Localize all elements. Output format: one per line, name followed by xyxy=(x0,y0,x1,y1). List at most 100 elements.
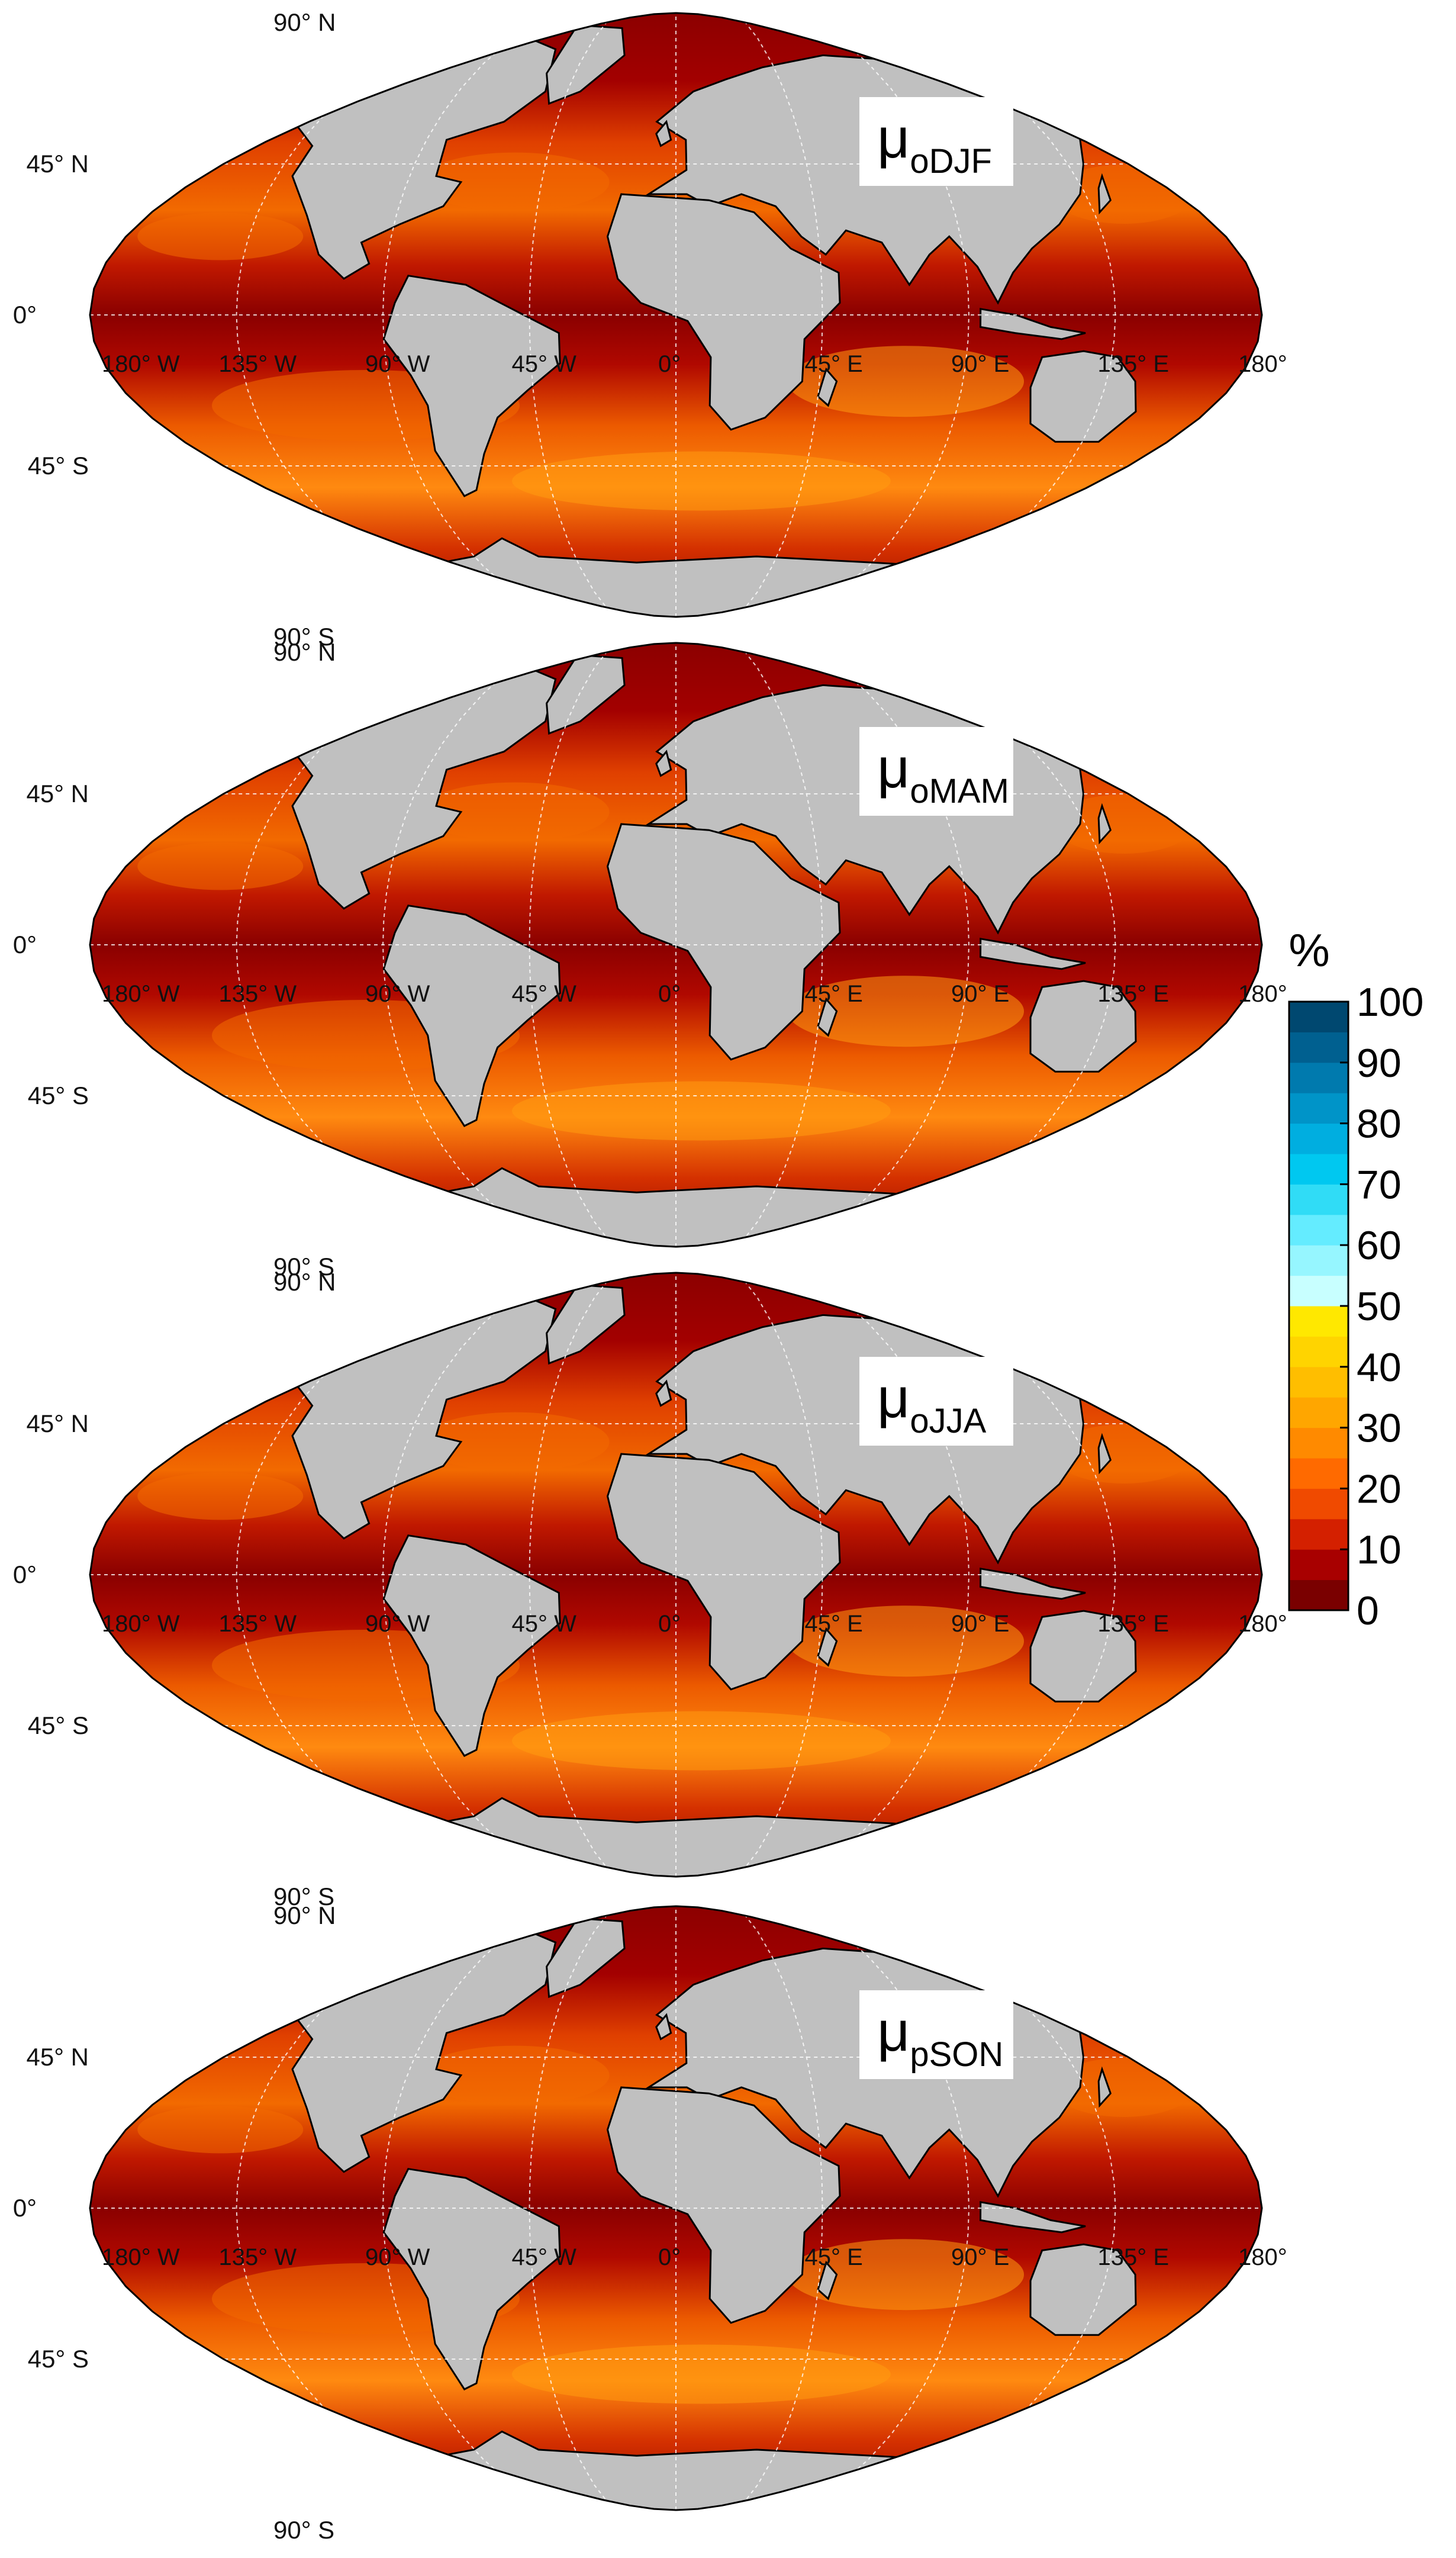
panel-title-subscript: oDJF xyxy=(910,142,992,181)
graticule-meridian xyxy=(529,643,614,1247)
map-outline xyxy=(89,642,1263,1248)
lon-label: 45° E xyxy=(805,2244,863,2270)
colorbar-block xyxy=(1289,1184,1348,1215)
lon-label: 135° E xyxy=(1098,351,1170,377)
colorbar-tick-label: 10 xyxy=(1357,1527,1402,1572)
land-greenland xyxy=(546,1283,626,1365)
land-greenland xyxy=(546,24,626,105)
map-outline xyxy=(89,12,1263,618)
map-panel-mam: 90° N 45° N 0° 45° S 90° S 180° W 135° W 90° W 4… xyxy=(13,638,1287,1280)
lon-label: 45° E xyxy=(805,351,863,377)
ocean-highlight xyxy=(511,1711,891,1771)
graticule-meridian xyxy=(529,13,614,617)
lon-label: 135° E xyxy=(1098,981,1170,1007)
graticule-meridian xyxy=(382,1906,552,2510)
panel-title-subscript: pSON xyxy=(910,2035,1003,2074)
lon-label: 45° E xyxy=(805,1611,863,1637)
colorbar-tick-label: 80 xyxy=(1357,1102,1402,1147)
lon-label: 90° W xyxy=(365,1611,430,1637)
graticule-meridian xyxy=(737,1906,823,2510)
land-australia xyxy=(1029,2243,1137,2336)
lat-top-label: 90° N xyxy=(273,8,336,36)
colorbar-block xyxy=(1289,1518,1348,1550)
land-madagascar xyxy=(817,997,838,1037)
colorbar-block xyxy=(1289,1123,1348,1154)
land-japan xyxy=(1097,173,1112,215)
lon-label: 135° W xyxy=(219,981,297,1007)
ocean-highlight xyxy=(787,2239,1025,2311)
colorbar-block xyxy=(1289,1366,1348,1398)
ocean-highlight xyxy=(420,1412,610,1472)
lat-equator-label: 0° xyxy=(13,1560,37,1588)
land-indonesia xyxy=(979,938,1086,970)
graticule-meridian xyxy=(382,643,552,1247)
lon-label: 180° xyxy=(1238,351,1287,377)
lat-top-label: 90° N xyxy=(273,1901,336,1929)
ocean-highlight xyxy=(511,451,891,511)
colorbar-tick-label: 90 xyxy=(1357,1041,1402,1086)
ocean-highlight xyxy=(787,346,1025,417)
ocean-highlight xyxy=(511,1081,891,1141)
colorbar-block xyxy=(1289,1154,1348,1185)
lon-label: 180° W xyxy=(102,1611,180,1637)
panel-title-box xyxy=(859,97,1013,186)
lon-label: 180° W xyxy=(102,981,180,1007)
lon-label: 45° W xyxy=(512,1611,577,1637)
colorbar-title: % xyxy=(1289,924,1329,976)
colorbar-block xyxy=(1289,1458,1348,1489)
land-uk xyxy=(655,749,672,777)
ocean-highlight xyxy=(137,2106,304,2154)
lon-label: 90° W xyxy=(365,2244,430,2270)
land-uk xyxy=(655,2013,672,2041)
lon-label: 135° W xyxy=(219,1611,297,1637)
colorbar-tick-label: 30 xyxy=(1357,1406,1402,1451)
land-madagascar xyxy=(817,367,838,407)
land-greenland xyxy=(546,654,626,735)
colorbar-block xyxy=(1289,1275,1348,1307)
lon-label: 90° W xyxy=(365,351,430,377)
lon-label: 45° W xyxy=(512,2244,577,2270)
lon-label: 90° E xyxy=(951,2244,1009,2270)
lon-label: 45° W xyxy=(512,351,577,377)
colorbar-tick-label: 40 xyxy=(1357,1345,1402,1390)
graticule-meridian xyxy=(737,643,823,1247)
lon-label: 0° xyxy=(658,1611,681,1637)
lon-label: 180° xyxy=(1238,2244,1287,2270)
land-australia xyxy=(1029,980,1137,1073)
colorbar-block xyxy=(1289,1397,1348,1428)
ocean-highlight xyxy=(420,152,610,212)
lon-label: 180° xyxy=(1238,981,1287,1007)
graticule-meridian xyxy=(529,1273,614,1877)
ocean-highlight xyxy=(137,1472,304,1520)
colorbar-block xyxy=(1289,1093,1348,1124)
lon-label: 135° E xyxy=(1098,2244,1170,2270)
colorbar-tick-label: 20 xyxy=(1357,1466,1402,1511)
map-panel-djf: 90° N 45° N 0° 45° S 90° S 180° W 135° W 90° W 4… xyxy=(13,8,1287,651)
colorbar-tick-label: 100 xyxy=(1357,980,1423,1025)
lat-equator-label: 0° xyxy=(13,931,37,958)
land-africa xyxy=(606,193,841,431)
land-australia xyxy=(1029,350,1137,443)
lat-top-label: 90° N xyxy=(273,638,336,666)
land-africa xyxy=(606,2086,841,2324)
panel-title-symbol: μ xyxy=(877,736,910,800)
lon-label: 180° W xyxy=(102,351,180,377)
graticule-meridian xyxy=(382,1273,552,1877)
ocean-highlight xyxy=(420,782,610,842)
lon-label: 45° W xyxy=(512,981,577,1007)
lon-label: 180° W xyxy=(102,2244,180,2270)
land-indonesia xyxy=(979,2201,1086,2234)
map-body xyxy=(90,1273,1262,1877)
panel-title-symbol: μ xyxy=(877,2000,910,2063)
colorbar-block xyxy=(1289,1488,1348,1520)
land-australia xyxy=(1029,1610,1137,1703)
panel-title-symbol: μ xyxy=(877,107,910,170)
colorbar-block xyxy=(1289,1306,1348,1337)
colorbar-tick-label: 60 xyxy=(1357,1223,1402,1268)
panel-title-subscript: oMAM xyxy=(910,772,1009,810)
lat-45n-label: 45° N xyxy=(26,1410,89,1437)
lat-45s-label: 45° S xyxy=(28,1082,89,1109)
colorbar-block xyxy=(1289,1427,1348,1459)
